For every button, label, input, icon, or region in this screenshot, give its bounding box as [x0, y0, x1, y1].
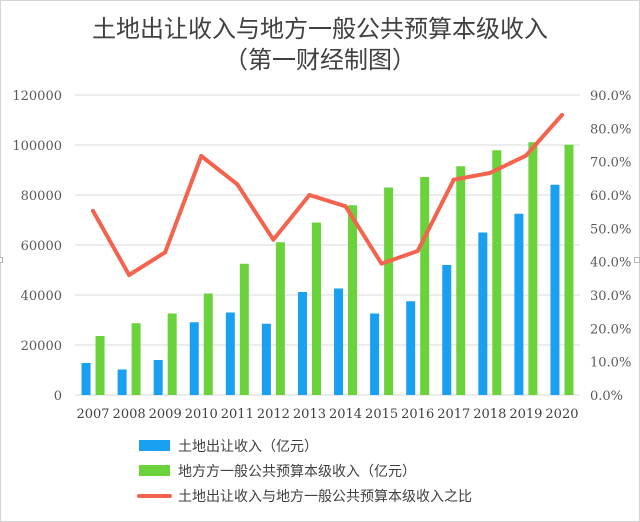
y-right-tick-label: 60.0%: [590, 189, 631, 204]
bar-budget-revenue: [131, 323, 141, 395]
ratio-point: [127, 273, 132, 277]
x-tick-label: 2018: [473, 407, 506, 422]
bar-budget-revenue: [203, 293, 213, 395]
bar-budget-revenue: [420, 177, 430, 395]
legend: 土地出让收入（亿元） 地方方一般公共预算本级收入（亿元） 土地出让收入与地方一般公共…: [137, 439, 472, 505]
y-left-tick-label: 80000: [21, 189, 62, 204]
x-tick-label: 2007: [76, 407, 109, 422]
ratio-point: [235, 182, 240, 187]
bar-land-revenue: [370, 313, 380, 395]
bar-land-revenue: [153, 360, 163, 395]
x-tick-label: 2013: [293, 407, 326, 422]
y-right-tick-label: 20.0%: [590, 322, 631, 337]
bar-land-revenue: [189, 322, 199, 395]
ratio-point: [379, 261, 384, 266]
x-tick-label: 2015: [365, 407, 398, 422]
bar-budget-revenue: [311, 222, 321, 395]
y-left-tick-label: 60000: [21, 239, 62, 254]
bar-land-revenue: [514, 213, 524, 395]
bar-budget-revenue: [492, 150, 502, 395]
y-left-tick-label: 0: [54, 389, 62, 404]
ratio-point: [307, 193, 312, 197]
bar-land-revenue: [225, 312, 235, 395]
bar-budget-revenue: [564, 144, 574, 395]
chart-title-block: 土地出让收入与地方一般公共预算本级收入 （第一财经制图）: [0, 14, 640, 76]
ratio-point: [487, 171, 492, 175]
legend-swatch: [139, 465, 170, 476]
y-right-tick-label: 80.0%: [590, 122, 631, 137]
x-tick-label: 2008: [113, 407, 146, 422]
x-tick-label: 2020: [545, 407, 578, 422]
bar-land-revenue: [261, 323, 271, 395]
bar-budget-revenue: [275, 242, 285, 395]
x-tick-label: 2017: [437, 407, 470, 422]
bar-land-revenue: [117, 369, 127, 395]
ratio-point: [559, 113, 564, 117]
ratio-point: [91, 209, 96, 213]
legend-label: 地方方一般公共预算本级收入（亿元）: [178, 464, 416, 480]
ratio-point: [523, 153, 528, 158]
y-right-tick-label: 40.0%: [590, 256, 631, 271]
chart-subtitle: （第一财经制图）: [224, 46, 416, 74]
x-tick-label: 2010: [185, 407, 218, 422]
y-right-tick-label: 70.0%: [590, 156, 631, 171]
bar-budget-revenue: [528, 142, 538, 395]
y-right-tick-label: 90.0%: [590, 89, 631, 104]
y-right-tick-label: 0.0%: [590, 389, 623, 404]
ratio-point: [199, 154, 204, 158]
ratio-point: [343, 204, 348, 209]
bar-land-revenue: [406, 301, 416, 395]
bar-budget-revenue: [456, 166, 466, 395]
bar-land-revenue: [478, 232, 488, 395]
y-right-tick-label: 10.0%: [590, 356, 631, 371]
x-tick-label: 2016: [401, 407, 434, 422]
x-tick-label: 2011: [221, 407, 254, 422]
ratio-point: [271, 237, 276, 242]
legend-label: 土地出让收入与地方一般公共预算本级收入之比: [178, 489, 472, 505]
bar-budget-revenue: [239, 263, 249, 395]
resize-handle-right[interactable]: [634, 257, 640, 263]
x-tick-label: 2012: [257, 407, 290, 422]
legend-swatch: [139, 440, 170, 451]
bar-land-revenue: [81, 363, 91, 395]
bar-budget-revenue: [167, 313, 177, 395]
y-left-tick-label: 100000: [12, 139, 62, 154]
bar-land-revenue: [550, 184, 560, 395]
ratio-point: [451, 177, 456, 182]
ratio-line: [91, 113, 564, 277]
ratio-point: [415, 249, 420, 253]
bar-budget-revenue: [348, 205, 358, 395]
bar-land-revenue: [334, 288, 344, 395]
bar-marks: [81, 142, 574, 395]
y-right-tick-label: 50.0%: [590, 222, 631, 237]
axis-labels: 0 20000 40000 60000 80000 100000 120000 0.0% 10.…: [12, 89, 631, 422]
chart-title: 土地出让收入与地方一般公共预算本级收入: [92, 15, 548, 43]
legend-label: 土地出让收入（亿元）: [178, 439, 318, 455]
resize-handle-left[interactable]: [0, 257, 3, 263]
bar-land-revenue: [442, 265, 452, 395]
ratio-point: [163, 250, 168, 255]
x-tick-label: 2019: [509, 407, 542, 422]
x-tick-label: 2009: [149, 407, 182, 422]
y-left-tick-label: 40000: [21, 289, 62, 304]
bar-budget-revenue: [384, 187, 394, 395]
gridlines: [75, 94, 580, 396]
bar-budget-revenue: [95, 336, 105, 395]
x-tick-label: 2014: [329, 407, 362, 422]
bar-land-revenue: [297, 292, 307, 395]
y-left-tick-label: 20000: [21, 339, 62, 354]
line-marks: [91, 113, 564, 277]
y-left-tick-label: 120000: [12, 89, 62, 104]
y-right-tick-label: 30.0%: [590, 289, 631, 304]
